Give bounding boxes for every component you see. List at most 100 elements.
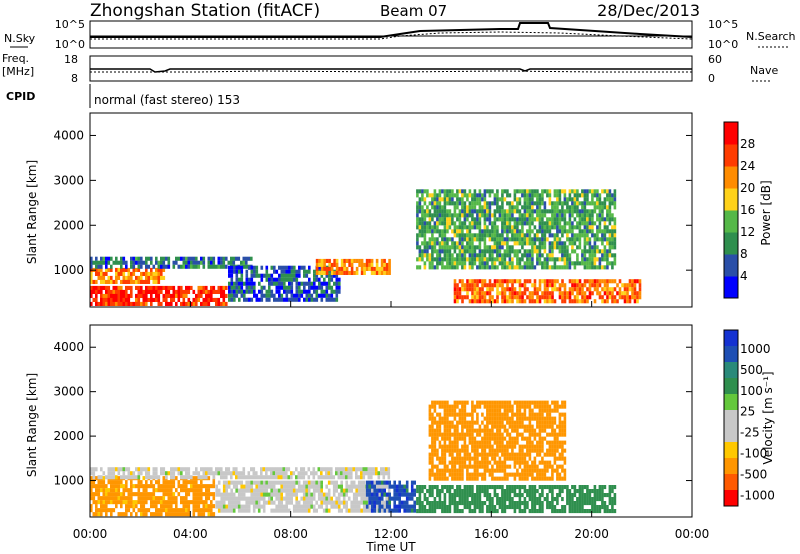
power-colorbar-tick-6: 28: [740, 137, 755, 151]
freq-label-line2: [MHz]: [2, 65, 34, 78]
velocity-colorbar: 1000 500 100 25 -25 -100 -500 -1000: [723, 329, 775, 507]
freq-left-tick-bottom: 8: [71, 72, 78, 85]
x-tick-label-0: 00:00: [73, 527, 108, 541]
cpid-text: normal (fast stereo) 153: [94, 93, 240, 107]
velocity-panel: 1000 2000 3000 4000 Slant Range [km] 1000 50…: [25, 324, 775, 518]
velocity-colorbar-band-6: [724, 426, 738, 443]
power-region-1: [90, 267, 166, 284]
power-region-6: [453, 279, 642, 304]
noise-right-tick-bottom: 10^0: [708, 38, 738, 51]
freq-left-tick-top: 18: [64, 53, 78, 66]
velocity-region-3: [365, 480, 416, 513]
power-colorbar-band-6: [724, 144, 738, 167]
noise-search-line: [90, 31, 693, 40]
power-colorbar-band-5: [724, 166, 738, 189]
x-axis-label: Time UT: [365, 540, 416, 554]
velocity-colorbar-tick-1: 500: [740, 363, 763, 377]
date-label: 28/Dec/2013: [597, 1, 700, 20]
power-panel: 1000 2000 3000 4000 Slant Range [km] 4 8 12 16…: [25, 112, 773, 308]
x-tick-label-6: 00:00: [675, 527, 710, 541]
velocity-ytick-label-2: 3000: [53, 385, 84, 399]
noise-left-tick-top: 10^5: [55, 18, 85, 31]
velocity-colorbar-tick-7: -1000: [740, 489, 775, 503]
power-colorbar: 4 8 12 16 20 24 28: [723, 121, 755, 299]
velocity-y-axis: 1000 2000 3000 4000: [53, 340, 692, 488]
noise-left-tick-bottom: 10^0: [55, 38, 85, 51]
power-colorbar-tick-1: 8: [740, 247, 748, 261]
power-ytick-label-3: 4000: [53, 128, 84, 142]
velocity-colorbar-tick-6: -500: [740, 468, 767, 482]
velocity-region-0: [90, 476, 216, 517]
x-tick-label-1: 04:00: [173, 527, 208, 541]
frequency-panel: Freq. [MHz] 18 8 60 0 Nave: [2, 52, 778, 85]
velocity-colorbar-band-8: [724, 458, 738, 475]
velocity-region-1: [90, 467, 391, 480]
power-region-4: [315, 258, 391, 275]
power-region-0: [90, 285, 228, 306]
velocity-colorbar-tick-5: -100: [740, 447, 767, 461]
power-colorbar-band-7: [724, 122, 738, 145]
power-colorbar-band-4: [724, 188, 738, 211]
velocity-ytick-label-1: 2000: [53, 429, 84, 443]
x-tick-label-4: 16:00: [474, 527, 509, 541]
velocity-region-5: [428, 400, 567, 481]
velocity-colorbar-band-7: [724, 442, 738, 459]
x-tick-label-2: 08:00: [273, 527, 308, 541]
noise-search-label: N.Search: [746, 30, 796, 43]
power-colorbar-tick-2: 12: [740, 225, 755, 239]
nave-line: [90, 70, 692, 73]
beam-label: Beam 07: [380, 2, 447, 20]
velocity-colorbar-band-3: [724, 378, 738, 395]
velocity-region-4: [416, 485, 617, 514]
velocity-colorbar-band-1: [724, 346, 738, 363]
noise-panel: N.Sky 10^5 10^0 10^5 10^0 N.Search: [4, 18, 796, 51]
velocity-ytick-label-0: 1000: [53, 474, 84, 488]
station-title: Zhongshan Station (fitACF): [90, 1, 320, 21]
cpid-label: CPID: [6, 90, 35, 103]
power-colorbar-band-1: [724, 254, 738, 277]
power-heatmap: [90, 189, 642, 306]
velocity-colorbar-band-2: [724, 362, 738, 379]
time-axis: 00:00 04:00 08:00 12:00 16:00 20:00 00:00: [73, 301, 710, 541]
noise-sky-line: [90, 22, 693, 38]
power-region-5: [416, 189, 617, 270]
velocity-heatmap: [90, 400, 617, 517]
x-tick-label-5: 20:00: [574, 527, 609, 541]
velocity-colorbar-tick-3: 25: [740, 405, 755, 419]
frequency-line: [90, 68, 692, 73]
power-ytick-label-2: 3000: [53, 173, 84, 187]
freq-label-line1: Freq.: [2, 52, 29, 65]
power-region-2: [90, 256, 253, 269]
velocity-colorbar-band-0: [724, 330, 738, 347]
velocity-ylabel: Slant Range [km]: [25, 373, 39, 477]
noise-right-tick-top: 10^5: [708, 18, 738, 31]
velocity-colorbar-tick-4: -25: [740, 426, 760, 440]
velocity-colorbar-tick-0: 1000: [740, 342, 771, 356]
power-colorbar-tick-5: 24: [740, 159, 755, 173]
velocity-colorbar-label: Velocity [m s⁻¹]: [761, 371, 775, 464]
power-colorbar-band-3: [724, 210, 738, 233]
power-ytick-label-1: 2000: [53, 218, 84, 232]
power-y-axis: 1000 2000 3000 4000: [53, 128, 692, 277]
velocity-colorbar-band-5: [724, 410, 738, 427]
velocity-region-2: [215, 480, 391, 513]
noise-sky-label: N.Sky: [4, 32, 36, 45]
power-colorbar-tick-4: 20: [740, 181, 755, 195]
power-colorbar-label: Power [dB]: [759, 180, 773, 245]
velocity-colorbar-band-4: [724, 394, 738, 411]
power-ylabel: Slant Range [km]: [25, 160, 39, 264]
nave-label: Nave: [750, 64, 778, 77]
velocity-colorbar-tick-2: 100: [740, 384, 763, 398]
freq-right-tick-top: 60: [708, 53, 722, 66]
velocity-colorbar-band-10: [724, 490, 738, 507]
power-colorbar-band-0: [724, 276, 738, 299]
velocity-ytick-label-3: 4000: [53, 340, 84, 354]
velocity-colorbar-band-9: [724, 474, 738, 491]
power-colorbar-band-2: [724, 232, 738, 255]
power-colorbar-tick-0: 4: [740, 269, 748, 283]
power-ytick-label-0: 1000: [53, 263, 84, 277]
freq-right-tick-bottom: 0: [708, 72, 715, 85]
power-colorbar-tick-3: 16: [740, 203, 755, 217]
x-tick-label-3: 12:00: [374, 527, 409, 541]
